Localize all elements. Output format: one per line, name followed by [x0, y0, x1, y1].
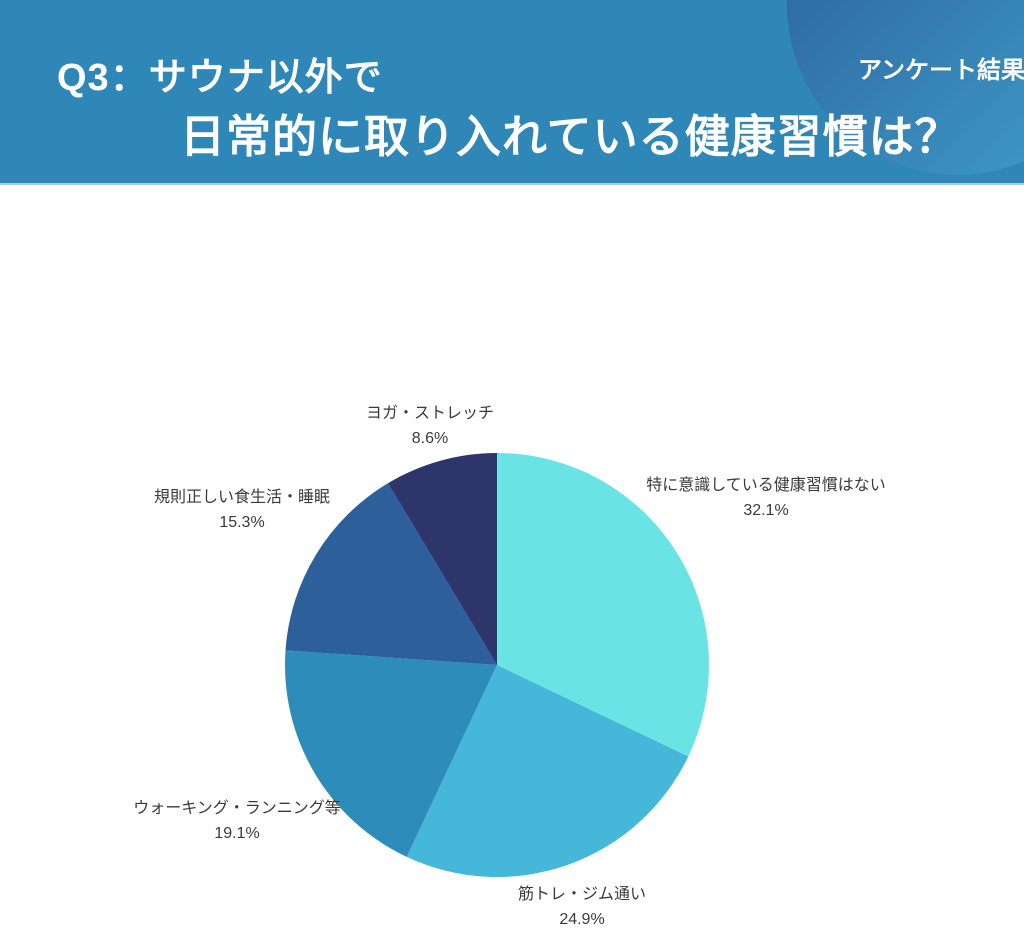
pie-label-text: ヨガ・ストレッチ: [365, 405, 494, 422]
page-title-line1: Q3：サウナ以外で: [57, 57, 383, 99]
pie-label-pct: 8.6%: [411, 430, 449, 447]
pie-label-text: ウォーキング・ランニング等: [133, 800, 341, 817]
header-band: アンケート結果 Q3：サウナ以外で 日常的に取り入れている健康習慣は？: [0, 0, 1024, 185]
pie-slice: [285, 483, 497, 665]
pie-label-pct: 19.1%: [214, 825, 260, 842]
pie-label-walking: ウォーキング・ランニング等 19.1%: [107, 796, 367, 846]
pie-slice: [497, 453, 709, 757]
pie-label-gym: 筋トレ・ジム通い 24.9%: [452, 882, 712, 932]
survey-result-badge: アンケート結果: [858, 57, 1024, 84]
pie-label-text: 特に意識している健康習慣はない: [646, 477, 886, 494]
pie-label-pct: 15.3%: [219, 514, 265, 531]
pie-label-text: 筋トレ・ジム通い: [517, 886, 646, 903]
pie-label-diet-sleep: 規則正しい食生活・睡眠 15.3%: [112, 485, 372, 535]
pie-label-yoga: ヨガ・ストレッチ 8.6%: [300, 401, 560, 451]
chart-area: 特に意識している健康習慣はない 32.1% 筋トレ・ジム通い 24.9% ウォー…: [0, 185, 1024, 928]
pie-slice: [387, 453, 497, 665]
pie-label-pct: 32.1%: [743, 502, 789, 519]
page-title-line2: 日常的に取り入れている健康習慣は？: [180, 111, 961, 162]
pie-label-text: 規則正しい食生活・睡眠: [153, 489, 330, 506]
pie-label-pct: 24.9%: [559, 911, 605, 928]
pie-label-no-habit: 特に意識している健康習慣はない 32.1%: [606, 473, 926, 523]
